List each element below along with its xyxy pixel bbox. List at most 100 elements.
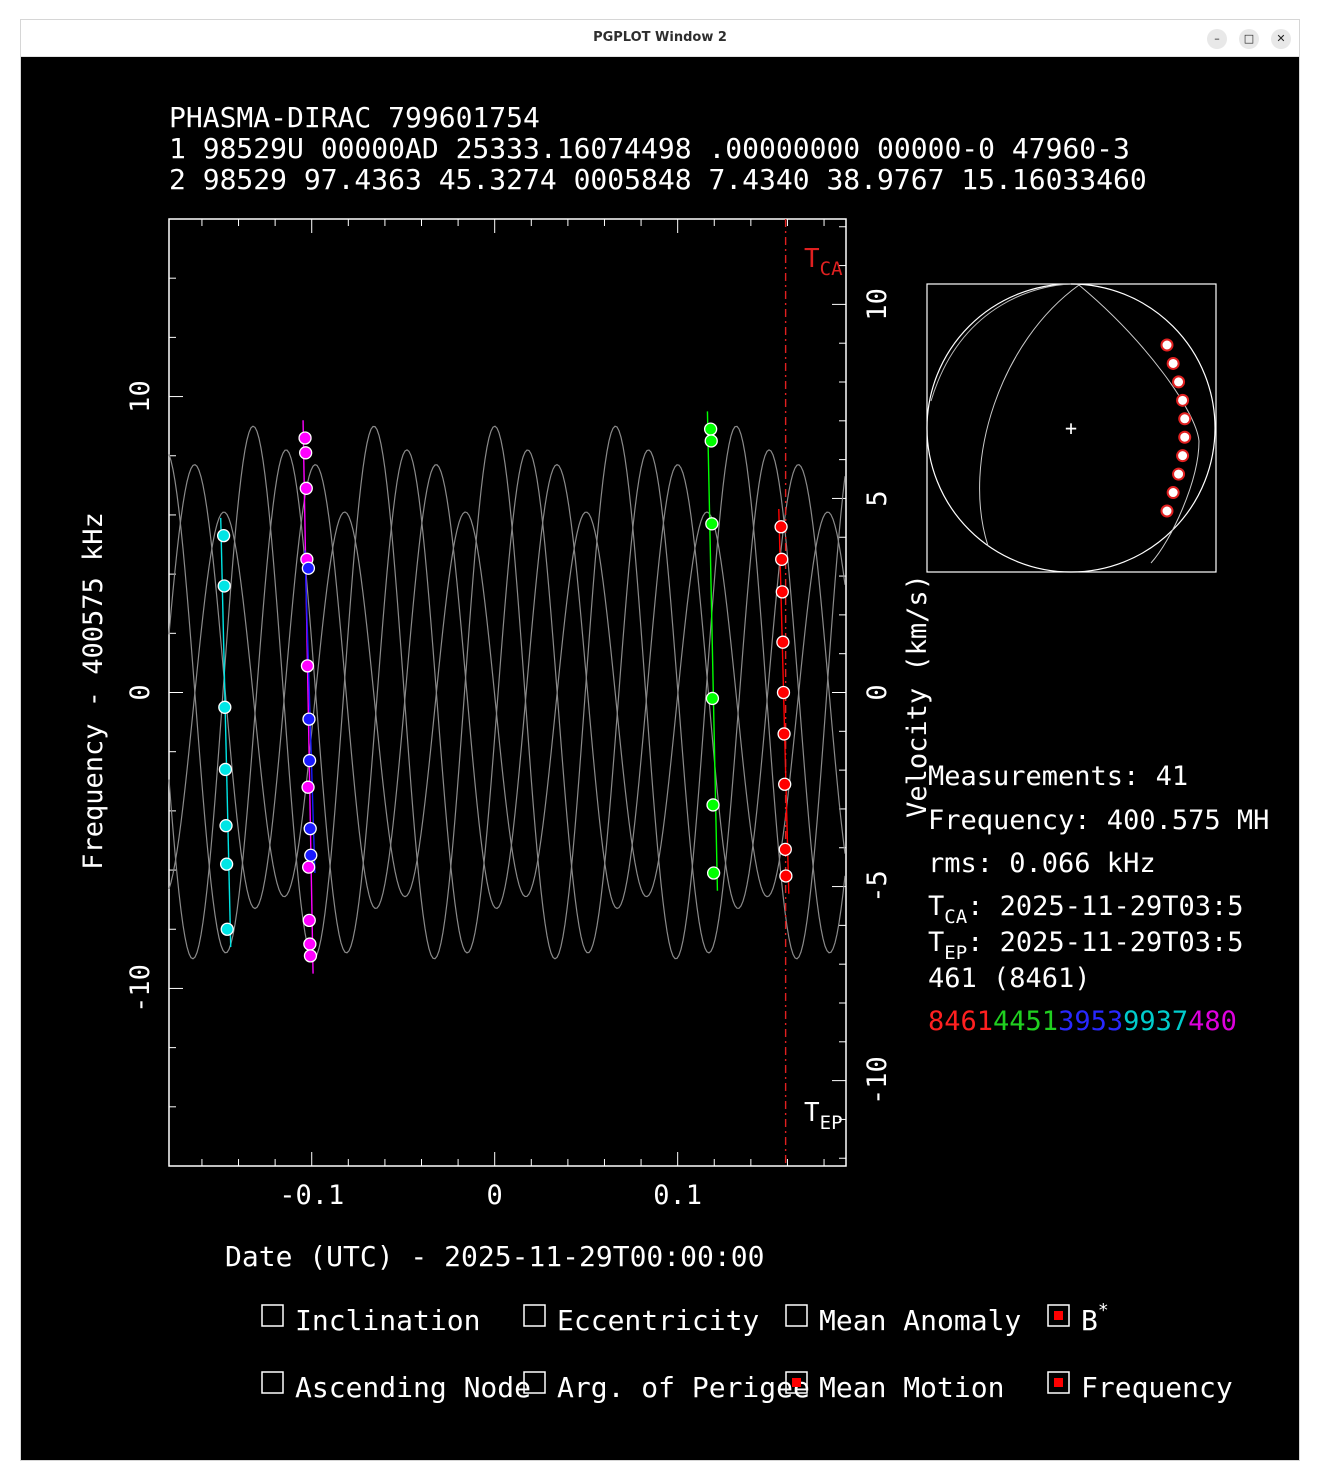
close-icon[interactable]: ✕ xyxy=(1271,29,1291,49)
y2-tick-labels: -10 -5 0 5 10 xyxy=(862,288,893,1105)
measurement-point xyxy=(219,857,234,871)
station-480[interactable]: 480 xyxy=(1188,1006,1237,1037)
measurement-point xyxy=(776,685,791,700)
y2-tick-label: -10 xyxy=(862,1056,893,1105)
x-tick-labels: -0.1 0 0.1 xyxy=(279,1180,702,1211)
sky-plot-points xyxy=(1160,338,1192,518)
checked-mark-icon xyxy=(792,1378,801,1387)
measurement-point xyxy=(775,552,789,566)
checkbox-arg-of-perigee[interactable]: Arg. of Perigee xyxy=(523,1371,810,1404)
sky-point xyxy=(1176,393,1190,407)
measurements-count: Measurements: 41 xyxy=(928,761,1188,792)
checkbox-label: Mean Anomaly xyxy=(819,1304,1021,1337)
measurement-point xyxy=(220,922,234,936)
measurement-point xyxy=(299,481,313,495)
checkbox-mean-motion[interactable]: Mean Motion xyxy=(785,1371,1004,1404)
y-tick-label: 0 xyxy=(125,684,156,700)
tle-line-2: 2 98529 97.4363 45.3274 0005848 7.4340 3… xyxy=(169,163,1147,196)
x-tick-label: -0.1 xyxy=(279,1180,344,1211)
plot-canvas: PHASMA-DIRAC 799601754 1 98529U 00000AD … xyxy=(78,101,1269,1404)
rms-value: rms: 0.066 kHz xyxy=(928,848,1156,879)
y2-tick-label: 10 xyxy=(862,288,893,321)
sky-point xyxy=(1160,504,1174,518)
measurement-point xyxy=(300,659,315,673)
measurement-point xyxy=(303,821,317,836)
station-9937[interactable]: 9937 xyxy=(1123,1006,1188,1037)
station-list: 8461445139539937480 xyxy=(928,1006,1237,1037)
title-bar: PGPLOT Window 2 – □ ✕ xyxy=(21,20,1299,57)
sky-horizon-arc xyxy=(930,283,1072,402)
measurement-points xyxy=(216,422,793,963)
y2-tick-label: -5 xyxy=(862,870,893,903)
frequency-value: Frequency: 400.575 MH xyxy=(928,805,1269,836)
station-8461[interactable]: 8461 xyxy=(928,1006,993,1037)
measurement-point xyxy=(302,913,316,928)
station-4451[interactable]: 4451 xyxy=(993,1006,1058,1037)
tle-line-1: 1 98529U 00000AD 25333.16074498 .0000000… xyxy=(169,132,1130,165)
checkbox-bstar[interactable]: B* xyxy=(1047,1300,1109,1337)
measurement-point xyxy=(704,434,718,448)
sky-point xyxy=(1172,467,1186,481)
checkbox-label: Eccentricity xyxy=(557,1304,759,1337)
checkbox-label: B* xyxy=(1081,1300,1109,1337)
x-tick-label: 0.1 xyxy=(653,1180,702,1211)
measurement-point xyxy=(705,691,720,706)
station-id: 461 (8461) xyxy=(928,963,1091,994)
measurement-point xyxy=(302,712,316,726)
x-axis-label: Date (UTC) - 2025-11-29T00:00:00 xyxy=(225,1240,764,1273)
model-curve xyxy=(168,463,846,910)
measurement-point xyxy=(775,585,789,599)
checkbox-ascending-node[interactable]: Ascending Node xyxy=(261,1371,531,1404)
checkbox-eccentricity[interactable]: Eccentricity xyxy=(523,1304,759,1337)
checkbox-inclination[interactable]: Inclination xyxy=(261,1304,480,1337)
checkbox-label: Inclination xyxy=(295,1304,480,1337)
checkbox-label: Ascending Node xyxy=(295,1371,531,1404)
measurement-point xyxy=(703,422,718,436)
sky-point xyxy=(1166,486,1180,500)
y2-tick-label: 5 xyxy=(862,490,893,506)
pass-curve xyxy=(778,509,790,894)
sky-point xyxy=(1166,356,1180,370)
measurement-point xyxy=(219,819,233,833)
y-tick-labels: -10 0 10 xyxy=(125,380,156,1013)
checked-mark-icon xyxy=(1054,1311,1063,1320)
measurement-point xyxy=(705,517,719,531)
measurement-point xyxy=(301,561,316,575)
station-3953[interactable]: 3953 xyxy=(1058,1006,1123,1037)
y2-axis-label: Velocity (km/s) xyxy=(902,574,933,818)
y2-tick-label: 0 xyxy=(862,684,893,700)
object-title: PHASMA-DIRAC 799601754 xyxy=(169,101,540,134)
measurement-point xyxy=(218,762,233,777)
tca-time: TCA: 2025-11-29T03:5 xyxy=(928,891,1244,928)
checkbox-label: Arg. of Perigee xyxy=(557,1371,810,1404)
tep-time: TEP: 2025-11-29T03:5 xyxy=(928,927,1244,964)
window-title: PGPLOT Window 2 xyxy=(593,30,727,45)
minimize-icon[interactable]: – xyxy=(1207,29,1227,49)
measurement-point xyxy=(298,431,312,445)
pass-curve xyxy=(302,420,314,974)
x-tick-label: 0 xyxy=(487,1180,503,1211)
sky-track-east xyxy=(1078,284,1200,564)
measurement-point xyxy=(777,727,791,741)
maximize-icon[interactable]: □ xyxy=(1239,29,1259,49)
plot-frame xyxy=(168,218,847,1167)
measurement-point xyxy=(301,780,315,794)
sky-point xyxy=(1172,375,1186,389)
pgplot-window: PGPLOT Window 2 – □ ✕ PHASMA-DIRAC 79960… xyxy=(20,19,1300,1461)
checkbox-mean-anomaly[interactable]: Mean Anomaly xyxy=(785,1304,1021,1337)
measurement-point xyxy=(304,848,318,862)
checkbox-label: Mean Motion xyxy=(819,1371,1004,1404)
checkbox-frequency[interactable]: Frequency xyxy=(1047,1371,1233,1404)
measurement-point xyxy=(303,937,317,951)
checked-mark-icon xyxy=(1054,1378,1063,1387)
measurement-point xyxy=(302,860,316,874)
axis-minor-ticks xyxy=(169,219,846,1166)
model-curve xyxy=(168,425,846,960)
sky-point xyxy=(1176,449,1190,463)
measurement-point xyxy=(778,842,792,856)
model-curve xyxy=(168,511,846,898)
y-tick-label: 10 xyxy=(125,380,156,413)
measurement-point xyxy=(706,798,720,812)
measurement-point xyxy=(774,520,788,534)
sky-point xyxy=(1178,412,1192,426)
